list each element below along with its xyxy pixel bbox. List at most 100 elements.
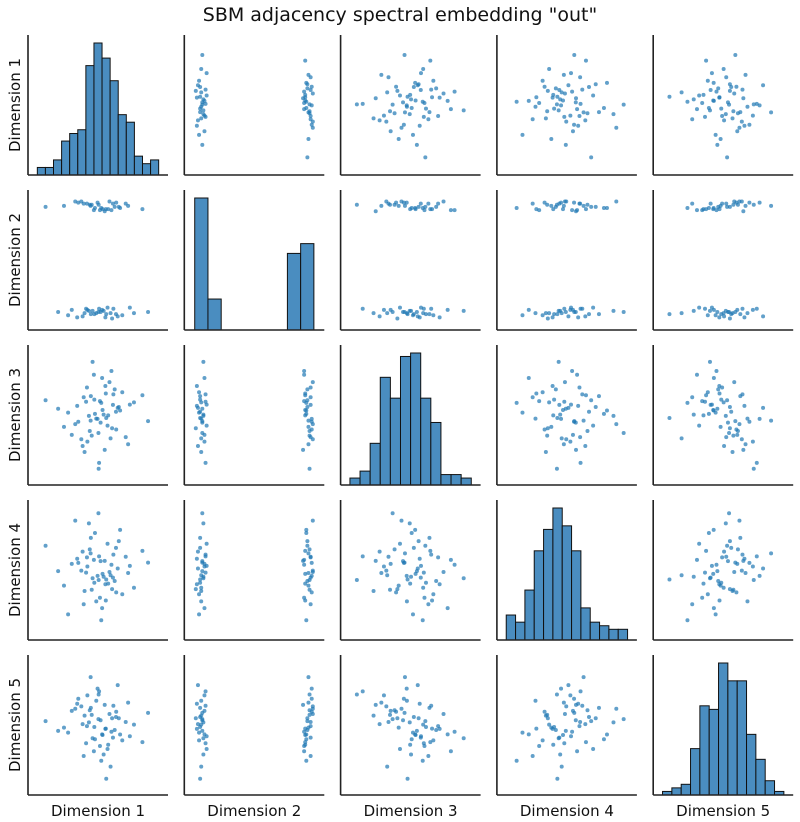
scatter-point bbox=[741, 209, 746, 214]
scatter-point bbox=[92, 737, 97, 742]
scatter-point bbox=[87, 429, 92, 434]
scatter-point bbox=[555, 312, 560, 317]
scatter-point bbox=[721, 400, 726, 405]
scatter-point bbox=[404, 698, 409, 703]
scatter-point bbox=[564, 199, 569, 204]
scatter-point bbox=[596, 394, 601, 399]
hist-bar bbox=[69, 133, 79, 176]
scatter-point bbox=[751, 466, 756, 471]
scatter-point bbox=[583, 314, 588, 319]
scatter-point bbox=[530, 201, 535, 206]
scatter-point bbox=[559, 764, 564, 769]
scatter-point bbox=[549, 725, 554, 730]
scatter-point bbox=[303, 58, 308, 63]
scatter-point bbox=[388, 587, 393, 592]
scatter-point bbox=[198, 394, 203, 399]
scatter-point bbox=[621, 430, 626, 435]
scatter-point bbox=[305, 86, 310, 91]
scatter-point bbox=[737, 518, 742, 523]
scatter-point bbox=[714, 208, 719, 213]
y-axis-label: Dimension 4 bbox=[6, 523, 24, 617]
scatter-point bbox=[621, 310, 626, 314]
scatter-point bbox=[103, 207, 108, 212]
scatter-point bbox=[310, 125, 315, 130]
scatter-point bbox=[589, 155, 594, 160]
scatter-point bbox=[96, 202, 101, 207]
scatter-point bbox=[417, 556, 422, 561]
scatter-point bbox=[731, 202, 736, 207]
scatter-point bbox=[679, 573, 684, 578]
scatter-point bbox=[394, 709, 399, 714]
scatter-point bbox=[572, 710, 577, 715]
scatter-point bbox=[377, 549, 382, 554]
scatter-point bbox=[576, 123, 581, 128]
scatter-point bbox=[575, 208, 580, 213]
scatter-point bbox=[585, 111, 590, 116]
scatter-point bbox=[751, 577, 756, 582]
scatter-point bbox=[61, 583, 66, 588]
scatter-point bbox=[691, 97, 696, 102]
scatter-point bbox=[302, 107, 307, 112]
scatter-point bbox=[715, 142, 720, 147]
scatter-point bbox=[542, 427, 547, 432]
scatter-point bbox=[397, 93, 402, 98]
scatter-point bbox=[423, 719, 428, 724]
scatter-point bbox=[429, 306, 434, 311]
scatter-point bbox=[426, 753, 431, 758]
scatter-point bbox=[385, 573, 390, 578]
scatter-point bbox=[306, 424, 311, 429]
scatter-point bbox=[727, 426, 732, 431]
scatter-point bbox=[555, 776, 560, 781]
scatter-point bbox=[724, 75, 729, 80]
scatter-point bbox=[604, 408, 609, 413]
scatter-point bbox=[303, 726, 308, 731]
scatter-point bbox=[194, 582, 199, 587]
hist-bar bbox=[746, 733, 757, 796]
scatter-point bbox=[43, 398, 48, 403]
scatter-point bbox=[114, 200, 119, 205]
scatter-point bbox=[118, 408, 123, 413]
scatter-point bbox=[303, 95, 308, 100]
scatter-point bbox=[526, 98, 531, 103]
scatter-point bbox=[140, 740, 145, 745]
scatter-point bbox=[415, 566, 420, 571]
scatter-point bbox=[713, 313, 718, 318]
scatter-point bbox=[564, 119, 569, 124]
scatter-point bbox=[113, 409, 118, 414]
scatter-point bbox=[310, 704, 315, 709]
scatter-point bbox=[390, 102, 395, 107]
scatter-point bbox=[43, 719, 48, 724]
scatter-point bbox=[118, 527, 123, 532]
scatter-point bbox=[66, 612, 71, 617]
scatter-point bbox=[715, 310, 720, 314]
scatter-point bbox=[197, 132, 202, 137]
hist-bar bbox=[708, 708, 720, 796]
scatter-point bbox=[416, 539, 421, 544]
scatter-point bbox=[431, 738, 436, 743]
scatter-point bbox=[717, 391, 722, 396]
scatter-point bbox=[578, 460, 583, 465]
scatter-point bbox=[385, 311, 390, 316]
scatter-point bbox=[86, 413, 91, 418]
scatter-point bbox=[402, 203, 407, 208]
scatter-point bbox=[392, 547, 397, 552]
scatter-point bbox=[304, 99, 309, 104]
scatter-point bbox=[305, 716, 310, 721]
scatter-point bbox=[405, 577, 410, 582]
scatter-point bbox=[413, 80, 418, 85]
scatter-point bbox=[200, 430, 205, 435]
scatter-point bbox=[402, 52, 407, 57]
scatter-point bbox=[570, 89, 575, 94]
scatter-point bbox=[614, 422, 619, 427]
scatter-point bbox=[711, 408, 716, 413]
scatter-point bbox=[94, 698, 99, 703]
scatter-point bbox=[202, 564, 207, 569]
scatter-point bbox=[737, 422, 742, 427]
scatter-point bbox=[691, 412, 696, 417]
scatter-point bbox=[405, 312, 410, 317]
scatter-point bbox=[305, 398, 310, 403]
scatter-point bbox=[304, 758, 309, 763]
scatter-point bbox=[428, 740, 433, 745]
scatter-point bbox=[694, 372, 699, 377]
scatter-point bbox=[127, 563, 132, 568]
